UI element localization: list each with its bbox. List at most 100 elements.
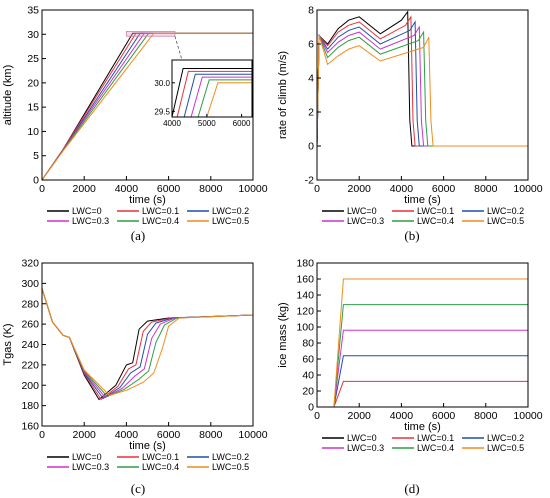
y-tick-label: 160 (21, 421, 39, 433)
y-tick-label: 180 (296, 258, 314, 270)
x-tick-label: 8000 (199, 183, 223, 195)
legend-label-5: LWC=0.5 (212, 216, 249, 226)
y-tick-label: 40 (302, 370, 314, 382)
y-tick-label: 8 (308, 5, 314, 17)
legend-label-3: LWC=0.3 (72, 462, 109, 472)
y-tick-label: -2 (305, 175, 314, 187)
y-tick-label: 160 (296, 274, 314, 286)
inset-frame (171, 59, 253, 118)
inset-y-tick-label: 30.0 (154, 79, 170, 88)
y-tick-label: 30 (27, 29, 39, 41)
y-tick-label: 5 (33, 150, 39, 162)
legend-label-4: LWC=0.4 (142, 462, 179, 472)
x-axis-label: time (s) (129, 194, 166, 206)
y-tick-label: 280 (21, 298, 39, 310)
y-tick-label: 320 (21, 258, 39, 270)
series-line-4 (41, 288, 254, 398)
x-tick-label: 2000 (348, 183, 372, 195)
inset-background (172, 60, 252, 117)
series-line-1 (316, 15, 528, 147)
y-axis-label: Tgas (K) (2, 323, 14, 365)
panel-label-a: (a) (131, 228, 145, 243)
x-tick-label: 6000 (432, 410, 456, 422)
inset-x-tick-label: 6000 (233, 119, 251, 128)
inset-plot: 4000 5000 6000 29.5 30.0 (154, 59, 253, 128)
panel-label-b: (b) (404, 228, 419, 243)
legend-label-1: LWC=0.1 (417, 433, 454, 443)
x-tick-label: 0 (314, 410, 320, 422)
x-tick-label: 10000 (238, 183, 267, 195)
legend-label-1: LWC=0.1 (142, 452, 179, 462)
legend-label-5: LWC=0.5 (487, 216, 524, 226)
legend-label-0: LWC=0 (347, 433, 377, 443)
inset-series-line-1 (176, 70, 252, 118)
legend-label-2: LWC=0.2 (487, 206, 524, 216)
chart-panel-3: 0 2000 4000 6000 8000 10000020406080100120140… (277, 258, 543, 454)
x-axis-label: time (s) (404, 194, 441, 206)
plot-frame (41, 262, 254, 427)
y-tick-label: 300 (21, 278, 39, 290)
y-tick-label: 100 (296, 322, 314, 334)
legend-label-3: LWC=0.3 (347, 443, 384, 453)
y-tick-label: 20 (302, 386, 314, 398)
series-line-5 (316, 35, 528, 147)
x-tick-label: 0 (39, 429, 45, 441)
x-tick-label: 4000 (390, 183, 414, 195)
zoom-connector (174, 36, 183, 61)
x-tick-label: 6000 (157, 429, 181, 441)
x-tick-label: 4000 (115, 183, 139, 195)
legend-label-5: LWC=0.5 (212, 462, 249, 472)
legend-label-1: LWC=0.1 (417, 206, 454, 216)
y-tick-label: 120 (296, 306, 314, 318)
y-tick-label: 140 (296, 290, 314, 302)
inset-series-line-5 (206, 82, 252, 118)
inset-x-tick-label: 4000 (163, 119, 181, 128)
y-tick-label: 15 (27, 102, 39, 114)
y-tick-label: 10 (27, 126, 39, 138)
inset-series-line-4 (197, 79, 252, 118)
series-line-2 (316, 20, 528, 147)
series-line-3 (317, 329, 528, 408)
series-line-0 (316, 10, 528, 147)
plot-frame (316, 262, 529, 408)
series-line-0 (41, 288, 254, 401)
y-tick-label: 240 (21, 339, 39, 351)
y-tick-label: 2 (308, 107, 314, 119)
legend-label-0: LWC=0 (347, 206, 377, 216)
y-tick-label: 60 (302, 354, 314, 366)
y-tick-label: 4 (308, 73, 314, 85)
series-line-5 (41, 32, 253, 181)
chart-panel-2: 0 2000 4000 6000 8000 10000 160 180 200 220 240 260… (2, 258, 268, 473)
legend-label-0: LWC=0 (72, 452, 102, 462)
legend-label-3: LWC=0.3 (72, 216, 109, 226)
series-line-4 (316, 30, 528, 147)
x-axis-label: time (s) (129, 440, 166, 452)
x-axis-label: time (s) (404, 421, 441, 433)
x-tick-label: 0 (39, 183, 45, 195)
series-line-2 (41, 288, 254, 400)
inset-x-tick-label: 5000 (198, 119, 216, 128)
series-line-3 (316, 25, 528, 147)
y-tick-label: 6 (308, 39, 314, 51)
y-axis-label: ice mass (kg) (277, 302, 289, 367)
inset-series-line-0 (171, 68, 252, 118)
x-tick-label: 6000 (157, 183, 181, 195)
x-tick-label: 8000 (199, 429, 223, 441)
series-line-1 (317, 380, 528, 408)
y-tick-label: 25 (27, 53, 39, 65)
y-axis-label: rate of climb (m/s) (277, 51, 289, 139)
series-line-5 (317, 278, 528, 408)
inset-y-tick-label: 29.5 (154, 107, 170, 116)
y-tick-label: 200 (21, 380, 39, 392)
legend-label-4: LWC=0.4 (142, 216, 179, 226)
legend-label-4: LWC=0.4 (417, 443, 454, 453)
legend-label-2: LWC=0.2 (212, 452, 249, 462)
y-tick-label: 0 (33, 175, 39, 187)
plot-frame (316, 9, 529, 181)
y-tick-label: 35 (27, 5, 39, 17)
x-tick-label: 10000 (238, 429, 267, 441)
y-tick-label: 220 (21, 359, 39, 371)
y-tick-label: 260 (21, 319, 39, 331)
y-tick-label: 20 (27, 77, 39, 89)
